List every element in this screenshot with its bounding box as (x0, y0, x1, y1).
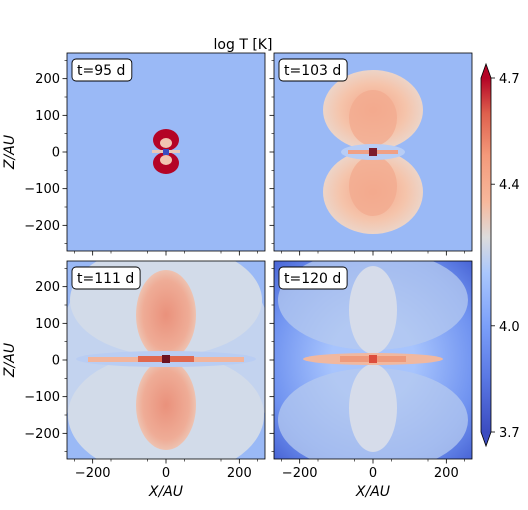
upper-lobe-inner (136, 270, 196, 360)
panel-label-text: t=95 d (77, 63, 125, 79)
panel-t95 (67, 53, 265, 251)
y-tick-label: 200 (35, 72, 60, 87)
y-tick-label: −200 (24, 427, 60, 442)
y-tick-label: 100 (35, 109, 60, 124)
lower-lobe-inner (136, 360, 196, 450)
panel-label: t=103 d (278, 58, 348, 82)
x-tick-label: −200 (282, 466, 318, 481)
panel-label-box (278, 266, 348, 290)
panel-label: t=120 d (278, 266, 348, 290)
x-tick-label: 0 (369, 466, 377, 481)
panel-label: t=111 d (71, 266, 141, 290)
y-tick-label: 100 (35, 317, 60, 332)
x-tick-label: 200 (227, 466, 252, 481)
upper-lobe-inner (349, 90, 397, 146)
panel-label-text: t=111 d (77, 271, 134, 287)
panel-label-box (71, 58, 133, 82)
colorbar-tick-label: 4.7 (499, 72, 520, 87)
ylabel-bottom: Z/AU (2, 343, 18, 378)
y-tick-label: 0 (52, 354, 60, 369)
panel-label: t=95 d (71, 58, 133, 82)
colorbar-extend-bottom (481, 432, 491, 446)
lower-column (349, 364, 397, 452)
lower-lobe-inner (349, 156, 397, 216)
lower-lobe-core (160, 155, 172, 165)
x-tick-label: −200 (75, 466, 111, 481)
panel-label-text: t=120 d (284, 271, 341, 287)
ylabel-top: Z/AU (2, 135, 18, 170)
figure-title: log T [K] (214, 37, 273, 53)
center-core (162, 355, 170, 363)
xlabel-right: X/AU (355, 484, 390, 500)
colorbar-tick-label: 4.0 (499, 320, 520, 335)
colorbar-tick-label: 3.7 (499, 426, 520, 441)
y-tick-label: −200 (24, 219, 60, 234)
colorbar-extend-top (481, 64, 491, 78)
upper-column (349, 266, 397, 354)
y-tick-label: −100 (24, 182, 60, 197)
xlabel-left: X/AU (148, 484, 183, 500)
y-tick-label: 200 (35, 280, 60, 295)
panel-label-box (278, 58, 348, 82)
center-core (163, 149, 169, 155)
panel-label-box (71, 266, 141, 290)
panel-t103 (274, 53, 472, 251)
colorbar-tick-label: 4.4 (499, 178, 520, 193)
center-core (369, 355, 377, 363)
y-tick-label: 0 (52, 146, 60, 161)
upper-lobe-core (160, 138, 172, 148)
colorbar-body (481, 78, 491, 432)
x-tick-label: 200 (434, 466, 459, 481)
x-tick-label: 0 (162, 466, 170, 481)
y-tick-label: −100 (24, 390, 60, 405)
colorbar: 4.7 4.4 4.0 3.7 (480, 62, 520, 448)
panel-label-text: t=103 d (284, 63, 341, 79)
center-core (369, 148, 377, 156)
